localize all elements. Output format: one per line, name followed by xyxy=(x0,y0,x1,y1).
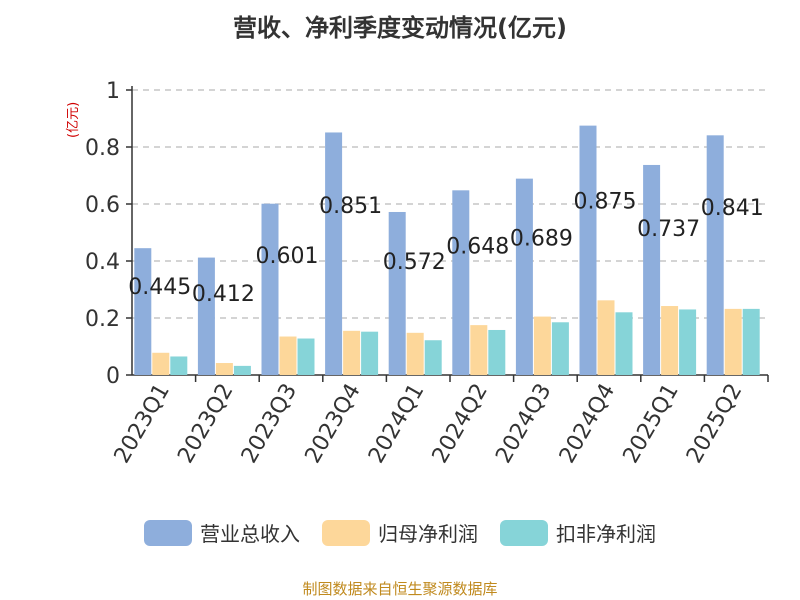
bar-归母净利润-2024Q3 xyxy=(533,316,551,375)
y-tick-label: 0 xyxy=(106,364,120,389)
chart-title: 营收、净利季度变动情况(亿元) xyxy=(233,14,567,42)
legend-swatch-net-profit xyxy=(322,519,370,546)
y-tick-label: 0.4 xyxy=(85,250,120,275)
bar-营业总收入-2024Q1 xyxy=(388,211,406,375)
bar-营业总收入-2024Q2 xyxy=(452,190,470,375)
bar-归母净利润-2024Q4 xyxy=(597,300,615,375)
legend-item-deducted-net-profit[interactable]: 扣非净利润 xyxy=(500,518,656,547)
bar-营业总收入-2023Q3 xyxy=(261,203,279,375)
x-tick-label: 2025Q1 xyxy=(618,380,683,468)
bar-营业总收入-2023Q4 xyxy=(325,132,343,375)
bar-营业总收入-2025Q1 xyxy=(643,164,661,375)
bar-扣非净利润-2023Q2 xyxy=(233,365,251,375)
bar-归母净利润-2023Q3 xyxy=(279,336,297,375)
data-label-2024Q2: 0.648 xyxy=(446,235,509,260)
legend-item-net-profit[interactable]: 归母净利润 xyxy=(322,518,478,547)
bar-扣非净利润-2023Q1 xyxy=(170,356,188,375)
y-tick-label: 0.6 xyxy=(85,193,120,218)
legend-label-revenue: 营业总收入 xyxy=(200,522,300,546)
data-label-2023Q1: 0.445 xyxy=(128,275,191,300)
x-tick-label: 2024Q1 xyxy=(364,380,429,468)
legend-label-net-profit: 归母净利润 xyxy=(378,522,478,546)
bar-归母净利润-2025Q2 xyxy=(724,308,742,375)
data-label-2023Q4: 0.851 xyxy=(319,194,382,219)
bar-归母净利润-2023Q2 xyxy=(215,363,233,375)
x-tick-label: 2024Q3 xyxy=(491,380,556,468)
bar-营业总收入-2023Q1 xyxy=(134,248,152,375)
bar-扣非净利润-2025Q1 xyxy=(679,309,697,375)
data-label-2024Q3: 0.689 xyxy=(510,227,573,252)
y-tick-label: 0.2 xyxy=(85,307,120,332)
x-tick-label: 2024Q2 xyxy=(428,380,493,468)
x-tick-label: 2023Q2 xyxy=(173,380,238,468)
x-tick-label: 2023Q4 xyxy=(300,380,365,468)
data-label-2025Q1: 0.737 xyxy=(637,217,700,242)
bar-扣非净利润-2024Q4 xyxy=(615,312,633,375)
y-tick-label: 1 xyxy=(106,79,120,104)
bar-归母净利润-2023Q1 xyxy=(152,352,170,375)
bar-营业总收入-2025Q2 xyxy=(706,135,724,375)
data-label-2024Q4: 0.875 xyxy=(574,189,637,214)
data-label-2023Q3: 0.601 xyxy=(256,244,319,269)
x-tick-label: 2023Q1 xyxy=(110,380,175,468)
bar-扣非净利润-2024Q1 xyxy=(424,340,442,375)
data-label-2023Q2: 0.412 xyxy=(192,282,255,307)
legend: 营业总收入 归母净利润 扣非净利润 xyxy=(0,518,800,547)
bar-归母净利润-2023Q4 xyxy=(343,330,361,375)
bar-归母净利润-2025Q1 xyxy=(661,306,679,375)
bar-营业总收入-2024Q4 xyxy=(579,125,597,375)
legend-swatch-deducted-net-profit xyxy=(500,519,548,546)
bar-扣非净利润-2025Q2 xyxy=(742,308,760,375)
x-tick-label: 2024Q4 xyxy=(555,380,620,468)
data-source: 制图数据来自恒生聚源数据库 xyxy=(302,580,498,598)
legend-swatch-revenue xyxy=(144,519,192,546)
data-label-2025Q2: 0.841 xyxy=(701,196,764,221)
bar-营业总收入-2024Q3 xyxy=(515,178,533,375)
bar-归母净利润-2024Q1 xyxy=(406,332,424,375)
bar-扣非净利润-2024Q2 xyxy=(488,329,506,375)
bar-营业总收入-2023Q2 xyxy=(197,257,215,375)
x-tick-label: 2023Q3 xyxy=(237,380,302,468)
bar-扣非净利润-2023Q4 xyxy=(361,331,379,375)
y-tick-label: 0.8 xyxy=(85,136,120,161)
legend-item-revenue[interactable]: 营业总收入 xyxy=(144,518,300,547)
bar-扣非净利润-2024Q3 xyxy=(551,322,569,375)
legend-label-deducted-net-profit: 扣非净利润 xyxy=(556,522,656,546)
bar-归母净利润-2024Q2 xyxy=(470,325,488,375)
data-label-2024Q1: 0.572 xyxy=(383,250,446,275)
bar-扣非净利润-2023Q3 xyxy=(297,338,315,375)
x-tick-label: 2025Q2 xyxy=(682,380,747,468)
